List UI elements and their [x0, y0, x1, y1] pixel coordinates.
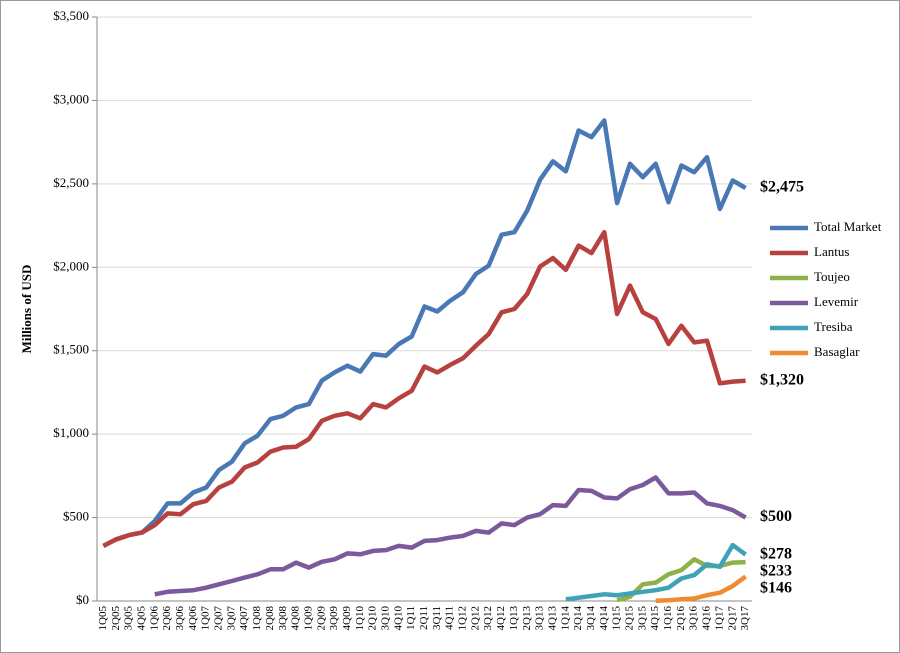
legend-label: Basaglar	[814, 344, 860, 359]
series-line	[565, 542, 747, 602]
x-tick-label: 3Q13	[534, 606, 546, 631]
end-label: $1,320	[760, 371, 804, 388]
y-tick-label: $1,000	[53, 425, 89, 440]
x-tick-label: 1Q16	[662, 606, 674, 631]
x-tick-label: 1Q09	[302, 606, 314, 631]
x-tick-label: 1Q12	[457, 606, 469, 630]
y-tick-label: $0	[76, 592, 89, 607]
series-line	[655, 574, 747, 603]
end-label: $233	[760, 562, 792, 579]
x-tick-label: 2Q16	[675, 606, 687, 631]
legend-label: Toujeo	[814, 269, 850, 284]
x-tick-label: 3Q07	[225, 606, 237, 631]
x-tick-label: 3Q14	[585, 606, 597, 631]
x-tick-label: 3Q11	[431, 606, 443, 630]
x-tick-label: 4Q07	[238, 606, 250, 631]
x-tick-label: 3Q17	[739, 606, 751, 631]
y-tick-label: $500	[63, 509, 89, 524]
x-tick-label: 4Q11	[444, 606, 456, 630]
y-tick-label: $3,500	[53, 8, 89, 23]
x-tick-label: 2Q11	[418, 606, 430, 630]
end-label: $278	[760, 545, 792, 562]
x-tick-label: 1Q13	[508, 606, 520, 631]
y-tick-label: $3,000	[53, 91, 89, 106]
x-tick-label: 2Q14	[572, 606, 584, 631]
x-tick-label: 2Q12	[469, 606, 481, 630]
x-tick-label: 4Q12	[495, 606, 507, 630]
series-line	[154, 475, 747, 597]
x-tick-label: 2Q07	[213, 606, 225, 631]
y-tick-label: $2,000	[53, 258, 89, 273]
x-tick-label: 1Q15	[611, 606, 623, 631]
end-label: $146	[760, 579, 792, 596]
x-tick-label: 4Q08	[290, 606, 302, 631]
legend-label: Lantus	[814, 244, 849, 259]
series-line	[102, 229, 746, 548]
x-tick-label: 3Q06	[174, 606, 186, 631]
x-tick-label: 3Q09	[328, 606, 340, 631]
y-tick-label: $2,500	[53, 175, 89, 190]
x-tick-label: 2Q17	[726, 606, 738, 631]
x-tick-label: 4Q16	[701, 606, 713, 631]
x-tick-label: 2Q15	[624, 606, 636, 631]
x-tick-label: 4Q10	[392, 606, 404, 631]
x-tick-label: 1Q06	[148, 606, 160, 631]
x-tick-label: 2Q09	[315, 606, 327, 631]
end-label: $500	[760, 508, 792, 525]
x-tick-label: 2Q05	[110, 606, 122, 631]
series-line	[616, 557, 746, 603]
x-tick-label: 3Q05	[123, 606, 135, 631]
y-axis-label: Millions of USD	[19, 265, 34, 354]
x-tick-label: 2Q08	[264, 606, 276, 631]
legend-label: Total Market	[814, 219, 882, 234]
x-tick-label: 4Q09	[341, 606, 353, 631]
x-tick-label: 3Q15	[636, 606, 648, 631]
x-tick-label: 4Q05	[135, 606, 147, 631]
x-tick-label: 3Q12	[482, 606, 494, 630]
y-tick-label: $1,500	[53, 342, 89, 357]
x-tick-label: 2Q13	[521, 606, 533, 631]
x-tick-label: 4Q14	[598, 606, 610, 631]
x-tick-label: 1Q11	[405, 606, 417, 630]
x-tick-label: 3Q08	[277, 606, 289, 631]
x-tick-label: 2Q10	[367, 606, 379, 631]
x-tick-label: 3Q16	[688, 606, 700, 631]
x-tick-label: 4Q15	[649, 606, 661, 631]
x-tick-label: 4Q06	[187, 606, 199, 631]
x-tick-label: 1Q05	[97, 606, 109, 631]
x-tick-label: 1Q17	[713, 606, 725, 631]
x-tick-label: 1Q08	[251, 606, 263, 631]
x-tick-label: 3Q10	[380, 606, 392, 631]
series-line	[102, 118, 747, 548]
end-label: $2,475	[760, 179, 804, 196]
legend-label: Levemir	[814, 294, 859, 309]
x-tick-label: 1Q07	[200, 606, 212, 631]
x-tick-label: 1Q14	[559, 606, 571, 631]
x-tick-label: 1Q10	[354, 606, 366, 631]
legend-label: Tresiba	[814, 319, 853, 334]
x-tick-label: 4Q13	[546, 606, 558, 631]
x-tick-label: 2Q06	[161, 606, 173, 631]
